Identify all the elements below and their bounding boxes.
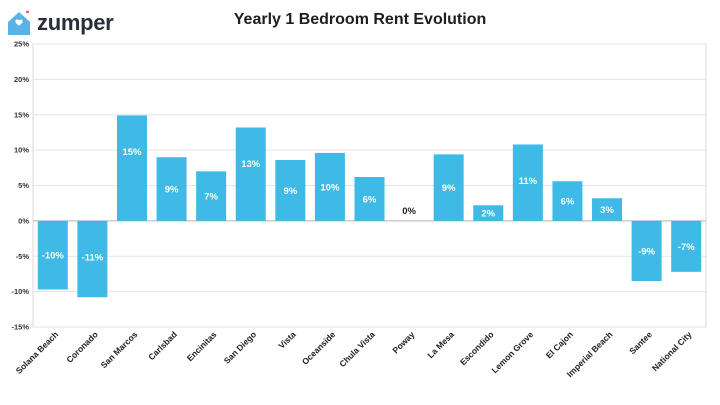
- y-tick-label: 5%: [18, 181, 29, 190]
- category-label: Chula Vista: [337, 329, 377, 369]
- category-label: Vista: [276, 329, 298, 351]
- category-label: National City: [650, 329, 694, 373]
- data-label: 9%: [283, 186, 297, 197]
- data-label: 6%: [561, 197, 575, 208]
- category-label: San Diego: [222, 329, 258, 365]
- y-tick-label: -15%: [11, 323, 29, 332]
- bar: [473, 205, 504, 221]
- data-label: 6%: [363, 194, 377, 205]
- category-label: Carlsbad: [146, 329, 179, 362]
- y-tick-label: 25%: [14, 40, 29, 49]
- bar: [512, 144, 543, 221]
- category-label: Encinitas: [185, 329, 219, 363]
- category-label: Coronado: [64, 329, 99, 364]
- bar: [671, 220, 702, 272]
- brand-name: zumper: [37, 10, 114, 35]
- data-label: -9%: [638, 246, 655, 257]
- category-label: Poway: [390, 329, 416, 355]
- data-label: 10%: [320, 182, 340, 193]
- bar: [314, 152, 345, 221]
- zumper-logo[interactable]: zumper: [4, 6, 114, 36]
- y-tick-label: 20%: [14, 75, 29, 84]
- bar: [354, 177, 385, 221]
- bar: [592, 198, 623, 221]
- y-axis-ticks: 25% 20% 15% 10% 5% 0% -5% -10% -15%: [11, 40, 29, 332]
- category-label: Lemon Grove: [489, 329, 535, 375]
- y-tick-label: 0%: [18, 216, 29, 225]
- data-label: -10%: [42, 251, 65, 262]
- bar: [631, 220, 662, 282]
- data-label: 3%: [600, 205, 614, 216]
- data-label: 7%: [204, 192, 218, 203]
- category-label: San Marcos: [99, 329, 140, 370]
- bar: [552, 181, 583, 221]
- data-label: -7%: [678, 242, 695, 253]
- bar: [156, 157, 187, 221]
- bars: [37, 115, 702, 298]
- bar: [37, 220, 68, 290]
- bar: [235, 127, 266, 221]
- bar: [275, 160, 306, 221]
- y-tick-label: 15%: [14, 110, 29, 119]
- bar: [116, 115, 147, 221]
- category-label: Santee: [627, 329, 654, 356]
- y-tick-label: 10%: [14, 146, 29, 155]
- data-label: -11%: [82, 252, 104, 263]
- y-tick-label: -10%: [11, 287, 29, 296]
- chart-title: Yearly 1 Bedroom Rent Evolution: [233, 11, 487, 28]
- data-label: 15%: [122, 147, 142, 158]
- category-label: El Cajon: [544, 329, 575, 360]
- category-label: Solana Beach: [14, 329, 60, 375]
- data-label: 9%: [442, 183, 456, 194]
- category-label: Oceanside: [300, 329, 338, 367]
- data-label: 11%: [519, 176, 538, 187]
- y-tick-label: -5%: [16, 252, 30, 261]
- data-labels: -10% -11% 15% 9% 7% 13% 9% 10% 6% 0% 9% 2% 11% 6% 3% -9…: [42, 147, 695, 263]
- house-icon: [8, 10, 30, 35]
- category-label: La Mesa: [425, 329, 456, 360]
- bar: [196, 171, 227, 221]
- data-label: 2%: [481, 209, 495, 220]
- data-label: 0%: [402, 206, 416, 217]
- data-label: 13%: [241, 159, 261, 170]
- data-label: 9%: [165, 185, 179, 196]
- bar: [433, 154, 464, 221]
- category-label: Escondido: [458, 329, 496, 367]
- bar: [77, 220, 108, 298]
